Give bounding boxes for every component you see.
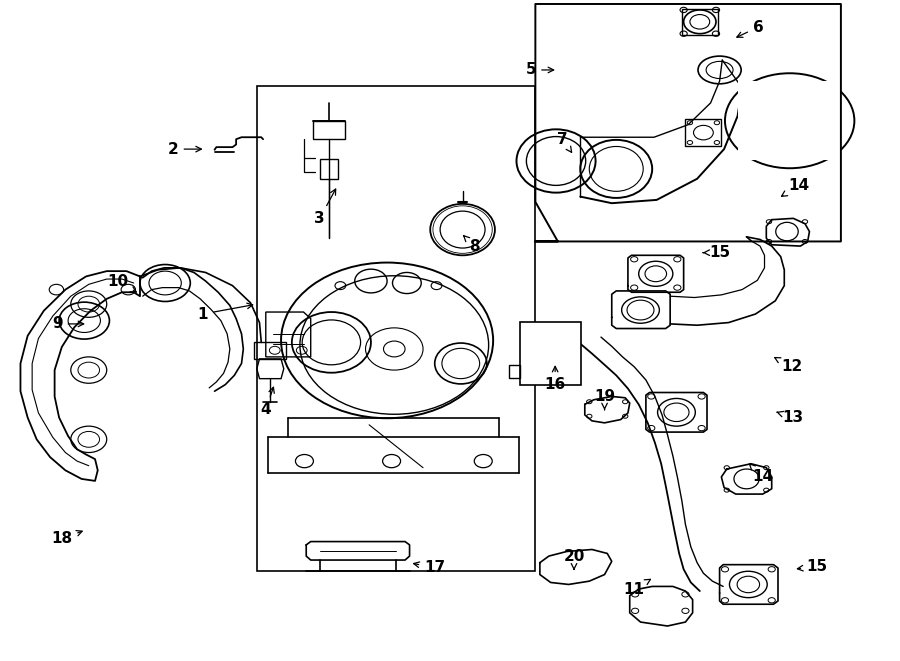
Text: 12: 12 — [775, 358, 802, 374]
Bar — [686, 120, 722, 146]
Bar — [520, 322, 581, 385]
Text: 1: 1 — [198, 303, 253, 321]
Text: 19: 19 — [594, 389, 615, 410]
Bar — [682, 9, 718, 35]
Text: 4: 4 — [260, 387, 274, 417]
Bar — [320, 159, 338, 178]
Text: 9: 9 — [52, 317, 84, 331]
Bar — [254, 342, 286, 359]
Text: 3: 3 — [314, 189, 336, 226]
Text: 11: 11 — [624, 579, 651, 597]
Text: 10: 10 — [107, 274, 137, 292]
Bar — [256, 87, 536, 571]
Text: 7: 7 — [557, 132, 572, 153]
Text: 15: 15 — [703, 245, 730, 260]
Text: 14: 14 — [750, 464, 773, 485]
Bar — [738, 81, 841, 161]
Text: 17: 17 — [414, 561, 446, 576]
Text: 18: 18 — [51, 531, 82, 547]
Text: 8: 8 — [464, 236, 480, 254]
Text: 5: 5 — [526, 62, 554, 77]
Text: 20: 20 — [563, 549, 585, 569]
Text: 13: 13 — [777, 410, 804, 425]
Text: 16: 16 — [544, 366, 566, 392]
Text: 2: 2 — [168, 141, 202, 157]
Text: 15: 15 — [797, 559, 827, 574]
Text: 6: 6 — [737, 20, 763, 37]
Bar — [312, 121, 345, 139]
Text: 14: 14 — [781, 178, 809, 196]
